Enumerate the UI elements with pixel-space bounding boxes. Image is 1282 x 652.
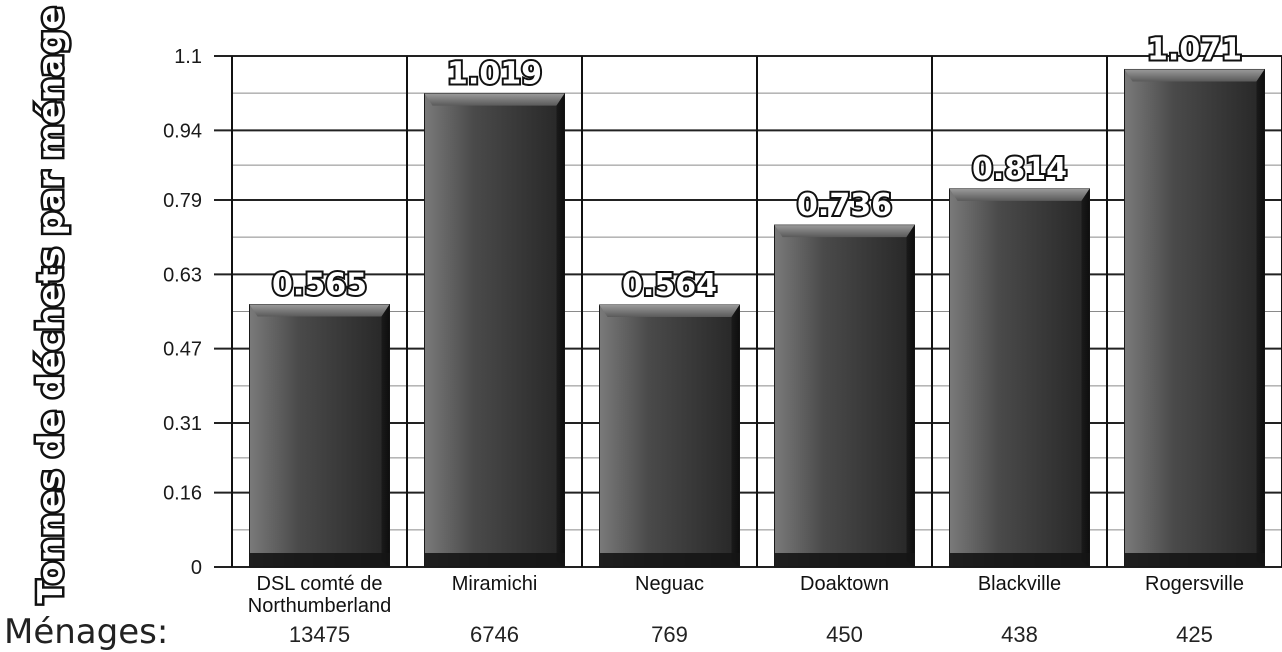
bar-bevel-side bbox=[731, 304, 740, 567]
category-label: Rogersville bbox=[1145, 573, 1244, 595]
y-tick-label: 0.79 bbox=[163, 190, 202, 212]
y-tick-label: 1.1 bbox=[174, 46, 202, 68]
bar-value-label: 0.565 bbox=[272, 268, 367, 303]
bars bbox=[249, 68, 1265, 568]
category-label: Neguac bbox=[635, 573, 704, 595]
bar-value-label: 0.814 bbox=[972, 152, 1067, 187]
household-count: 438 bbox=[1001, 622, 1038, 647]
grid bbox=[214, 55, 1282, 568]
bar bbox=[599, 304, 740, 568]
bar bbox=[424, 93, 565, 568]
bar bbox=[1124, 68, 1265, 568]
bar bbox=[249, 304, 390, 568]
bar-bevel-side bbox=[1081, 188, 1090, 568]
y-tick-label: 0.63 bbox=[163, 264, 202, 286]
bar-face bbox=[1124, 68, 1265, 568]
y-tick-label: 0 bbox=[191, 557, 202, 579]
bar-bevel-side bbox=[381, 304, 390, 567]
household-count: 425 bbox=[1176, 622, 1213, 647]
bar-base bbox=[774, 553, 915, 567]
bar bbox=[949, 188, 1090, 568]
bar-face bbox=[249, 304, 390, 568]
bar-bevel-side bbox=[556, 93, 565, 568]
bar-base bbox=[249, 553, 390, 567]
bar-face bbox=[424, 93, 565, 568]
bar-bevel-side bbox=[1256, 69, 1265, 568]
bar-base bbox=[424, 553, 565, 567]
labels: 1.1 0.94 0.79 0.63 0.47 0.31 0.16 0 0.565 DSL com… bbox=[163, 30, 1244, 617]
bar-value-label: 0.564 bbox=[622, 268, 717, 303]
household-count: 769 bbox=[651, 622, 688, 647]
bar-value-label: 0.736 bbox=[797, 188, 892, 223]
y-tick-label: 0.47 bbox=[163, 339, 202, 361]
bar-face bbox=[599, 304, 740, 568]
bar-face bbox=[774, 224, 915, 568]
bar-bevel-top bbox=[599, 304, 740, 317]
category-label: DSL comté de bbox=[257, 573, 383, 595]
household-count: 6746 bbox=[470, 622, 519, 647]
bar bbox=[774, 224, 915, 568]
y-tick-label: 0.16 bbox=[163, 483, 202, 505]
category-label: Miramichi bbox=[452, 573, 538, 595]
bar-bevel-top bbox=[949, 188, 1090, 201]
y-axis-title: Tonnes de déchets par ménage bbox=[31, 7, 71, 604]
bar-bevel-top bbox=[424, 93, 565, 106]
household-count: 450 bbox=[826, 622, 863, 647]
bar-bevel-side bbox=[906, 225, 915, 567]
y-tick-label: 0.31 bbox=[163, 413, 202, 435]
category-label: Northumberland bbox=[248, 595, 391, 617]
category-label: Doaktown bbox=[800, 573, 889, 595]
bar-base bbox=[1124, 553, 1265, 567]
bar-bevel-top bbox=[249, 304, 390, 317]
bar-bevel-top bbox=[1124, 69, 1265, 82]
bar-value-label: 1.071 bbox=[1147, 32, 1242, 67]
footer-title: Ménages: bbox=[4, 612, 168, 652]
bar-base bbox=[599, 553, 740, 567]
y-tick-label: 0.94 bbox=[163, 120, 202, 142]
bar-bevel-top bbox=[774, 225, 915, 238]
household-count: 13475 bbox=[289, 622, 350, 647]
category-label: Blackville bbox=[978, 573, 1061, 595]
bar-value-label: 1.019 bbox=[447, 57, 542, 92]
bar-face bbox=[949, 188, 1090, 568]
bar-base bbox=[949, 553, 1090, 567]
household-counts: 13475 6746 769 450 438 425 bbox=[289, 622, 1213, 647]
